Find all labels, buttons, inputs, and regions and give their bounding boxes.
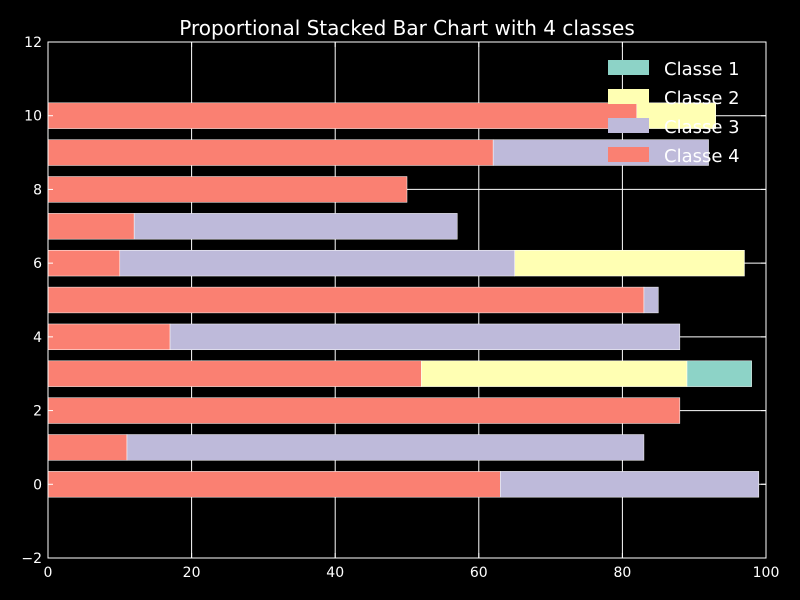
- y-tick-label: 6: [33, 256, 42, 272]
- y-tick-label: 10: [24, 109, 42, 125]
- bar-segment-classe-3: [119, 249, 515, 277]
- y-tick-label: 8: [33, 182, 42, 198]
- y-tick-label: 12: [24, 35, 42, 51]
- legend-label: Classe 3: [664, 117, 740, 138]
- legend-swatch: [608, 118, 649, 133]
- x-tick-label: 0: [44, 565, 53, 581]
- bar-segment-classe-3: [492, 139, 709, 166]
- legend-label: Classe 2: [664, 88, 740, 109]
- bar-segment-classe-2: [514, 249, 745, 277]
- bar-segment-classe-4: [47, 213, 135, 240]
- legend-label: Classe 1: [664, 59, 740, 80]
- bar-segment-classe-4: [47, 139, 494, 166]
- x-tick-label: 80: [613, 565, 631, 581]
- bar-segment-classe-2: [636, 102, 716, 129]
- bar-segment-classe-2: [421, 360, 688, 387]
- bar-segment-classe-4: [47, 102, 638, 129]
- plot-frame: [47, 41, 767, 559]
- bar-segment-classe-3: [133, 213, 458, 240]
- chart-title: Proportional Stacked Bar Chart with 4 cl…: [179, 16, 635, 40]
- bar-segment-classe-4: [47, 323, 171, 351]
- bar-segment-classe-4: [47, 249, 121, 277]
- bar-segment-classe-1: [686, 360, 752, 387]
- bar-segment-classe-3: [126, 434, 645, 461]
- y-tick-label: 0: [33, 477, 42, 493]
- bar-segment-classe-4: [47, 397, 681, 424]
- x-tick-label: 60: [470, 565, 488, 581]
- legend-swatch: [608, 89, 649, 104]
- y-tick-label: 2: [33, 404, 42, 420]
- bars: [47, 102, 760, 498]
- x-tick-label: 40: [326, 565, 344, 581]
- legend-swatch: [608, 147, 649, 162]
- bar-segment-classe-3: [643, 286, 659, 314]
- y-tick-label: 4: [33, 330, 42, 346]
- y-tick-label: −2: [21, 551, 42, 567]
- legend-swatch: [608, 60, 649, 75]
- x-tick-label: 20: [183, 565, 201, 581]
- bar-segment-classe-3: [169, 323, 681, 351]
- bar-segment-classe-4: [47, 286, 645, 314]
- bar-segment-classe-4: [47, 434, 128, 461]
- bar-segment-classe-3: [500, 471, 760, 498]
- bar-segment-classe-4: [47, 471, 501, 498]
- bar-segment-classe-4: [47, 360, 422, 387]
- legend: Classe 1 Classe 2 Classe 3 Classe 4: [608, 59, 740, 167]
- bar-segment-classe-4: [47, 176, 408, 203]
- x-tick-label: 100: [753, 565, 780, 581]
- legend-label: Classe 4: [664, 146, 740, 167]
